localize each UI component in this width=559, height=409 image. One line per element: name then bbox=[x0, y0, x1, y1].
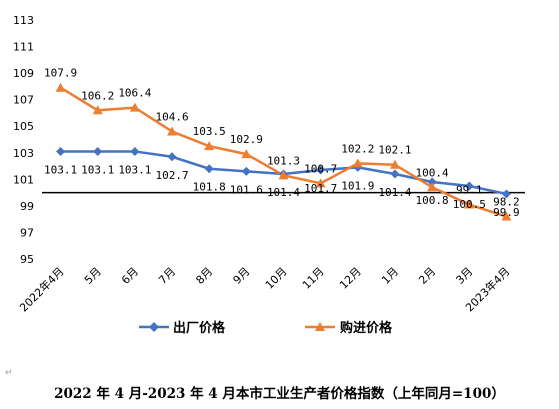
data-labels: 103.1 103.1 103.1 102.7 101.8 101.6 101.4 101.7… bbox=[44, 67, 520, 219]
legend-label-purchase: 购进价格 bbox=[340, 320, 393, 336]
purchase-data-label: 102.1 bbox=[378, 144, 411, 157]
purchase-price-point bbox=[167, 126, 178, 136]
purchase-price-point bbox=[427, 182, 438, 192]
y-tick-label: 101 bbox=[13, 173, 34, 186]
purchase-price-point bbox=[129, 102, 140, 112]
legend-item-purchase-price: 购进价格 bbox=[305, 320, 393, 336]
factory-price-point bbox=[167, 152, 177, 162]
purchase-data-label: 99.1 bbox=[456, 184, 483, 197]
purchase-price-point bbox=[92, 105, 103, 115]
factory-data-label: 100.8 bbox=[416, 194, 449, 207]
y-tick-label: 97 bbox=[20, 226, 34, 239]
factory-price-point bbox=[204, 164, 214, 174]
y-tick-label: 95 bbox=[20, 253, 34, 266]
x-tick-label: 10月 bbox=[263, 265, 290, 292]
factory-price-point bbox=[316, 165, 326, 175]
y-tick-label: 103 bbox=[13, 147, 34, 160]
factory-data-label: 101.6 bbox=[230, 183, 263, 196]
factory-data-label: 101.4 bbox=[267, 186, 300, 199]
factory-data-label: 101.9 bbox=[341, 179, 374, 192]
factory-data-label: 100.5 bbox=[453, 198, 486, 211]
purchase-price-point bbox=[204, 141, 215, 151]
y-tick-label: 105 bbox=[13, 120, 34, 133]
factory-data-label: 101.4 bbox=[378, 186, 411, 199]
factory-price-point bbox=[56, 146, 66, 156]
x-tick-label: 1月 bbox=[379, 265, 401, 287]
x-tick-label: 6月 bbox=[119, 265, 141, 287]
legend-triangle-marker bbox=[315, 322, 325, 331]
factory-data-label: 103.1 bbox=[44, 163, 77, 176]
y-tick-label: 107 bbox=[13, 94, 34, 107]
series-markers bbox=[55, 82, 512, 221]
x-tick-label: 3月 bbox=[453, 265, 475, 287]
x-tick-label: 12月 bbox=[337, 265, 364, 292]
y-axis: 95 97 99 101 103 105 107 109 111 113 bbox=[13, 14, 34, 266]
y-tick-label: 113 bbox=[13, 14, 34, 27]
x-tick-label: 9月 bbox=[231, 265, 253, 287]
factory-data-label: 102.7 bbox=[155, 169, 188, 182]
purchase-data-label: 106.2 bbox=[81, 89, 114, 102]
factory-price-point bbox=[93, 146, 103, 156]
factory-data-label: 101.8 bbox=[193, 181, 226, 194]
purchase-data-label: 106.4 bbox=[118, 87, 151, 100]
x-tick-label: 7月 bbox=[156, 265, 178, 287]
chart-caption: 2022 年 4 月-2023 年 4 月本市工业生产者价格指数（上年同月=10… bbox=[54, 386, 505, 402]
factory-price-point bbox=[501, 189, 511, 199]
purchase-price-point bbox=[464, 199, 475, 209]
factory-price-point bbox=[241, 166, 251, 176]
factory-data-label: 99.9 bbox=[493, 206, 520, 219]
factory-price-point bbox=[427, 177, 437, 187]
x-tick-label: 2月 bbox=[416, 265, 438, 287]
purchase-price-point bbox=[501, 211, 512, 221]
legend-label-factory: 出厂价格 bbox=[173, 320, 226, 336]
purchase-data-label: 101.3 bbox=[267, 154, 300, 167]
factory-data-label: 103.1 bbox=[81, 163, 114, 176]
y-tick-label: 99 bbox=[20, 200, 34, 213]
x-tick-label: 5月 bbox=[82, 265, 104, 287]
y-tick-label: 109 bbox=[13, 67, 34, 80]
purchase-price-point bbox=[278, 170, 289, 180]
factory-price-point bbox=[390, 169, 400, 179]
purchase-data-label: 100.4 bbox=[416, 166, 449, 179]
legend-item-factory-price: 出厂价格 bbox=[139, 320, 226, 336]
legend-diamond-marker bbox=[149, 322, 159, 332]
purchase-price-point bbox=[352, 158, 363, 168]
purchase-price-point bbox=[315, 178, 326, 188]
purchase-data-label: 102.2 bbox=[341, 142, 374, 155]
x-tick-label: 2022年4月 bbox=[16, 264, 66, 314]
legend: 出厂价格 购进价格 bbox=[139, 320, 393, 336]
purchase-price-point bbox=[389, 159, 400, 169]
factory-data-label: 101.7 bbox=[304, 182, 337, 195]
y-tick-label: 111 bbox=[13, 41, 34, 54]
purchase-data-label: 98.2 bbox=[493, 196, 520, 209]
purchase-data-label: 100.7 bbox=[304, 162, 337, 175]
purchase-data-label: 103.5 bbox=[193, 125, 226, 138]
purchase-data-label: 104.6 bbox=[155, 111, 188, 124]
factory-price-point bbox=[464, 181, 474, 191]
x-tick-label: 8月 bbox=[193, 265, 215, 287]
purchase-data-label: 107.9 bbox=[44, 67, 77, 80]
paragraph-mark: ↵ bbox=[5, 368, 13, 378]
purchase-data-label: 102.9 bbox=[230, 133, 263, 146]
factory-data-label: 103.1 bbox=[118, 163, 151, 176]
factory-price-point bbox=[130, 146, 140, 156]
x-tick-label: 11月 bbox=[300, 265, 327, 292]
purchase-price-point bbox=[55, 82, 66, 92]
purchase-price-point bbox=[241, 149, 252, 159]
